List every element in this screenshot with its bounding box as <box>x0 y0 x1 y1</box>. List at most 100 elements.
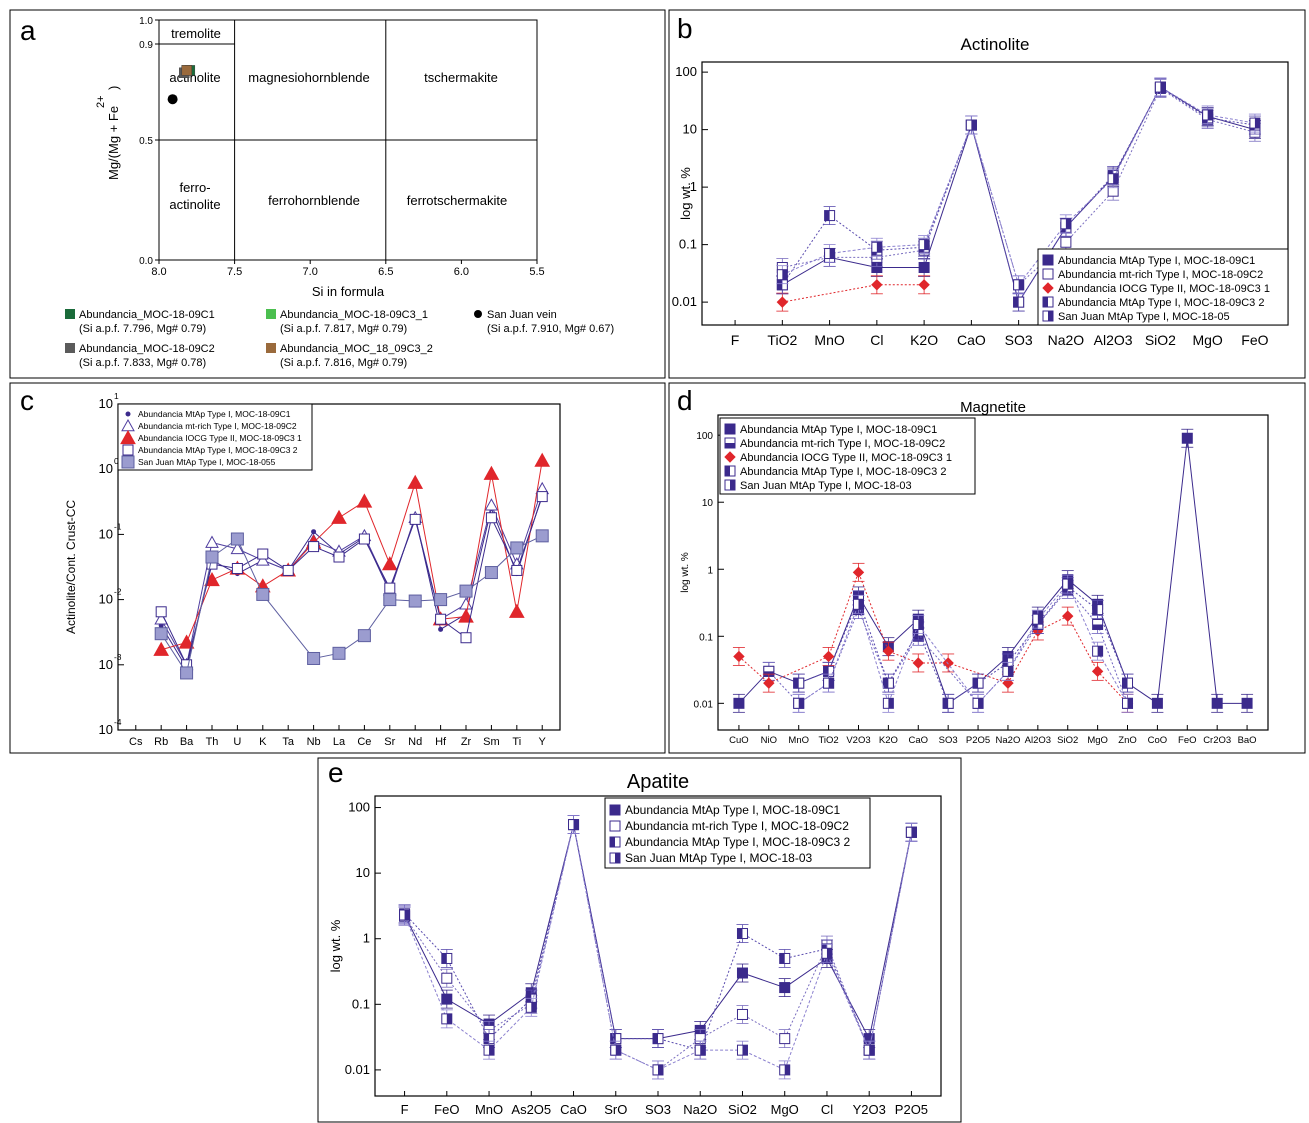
data-point-4 <box>1249 117 1261 129</box>
data-point-0 <box>736 967 748 979</box>
panel-a-classification-diagram: 8.0 7.5 7.0 6.5 6.0 5.5 0.0 0.5 0.9 1.0 Si in form… <box>65 16 614 369</box>
legend-marker <box>1042 268 1054 280</box>
data-point-4-fill <box>782 269 788 280</box>
field-name: ferro- <box>179 180 210 195</box>
legend-box <box>719 417 976 495</box>
data-point-3 <box>441 1013 453 1025</box>
data-point-3 <box>863 1044 875 1056</box>
data-point-1 <box>484 498 499 511</box>
x-category-label: MnO <box>788 735 809 746</box>
x-category-label: Cl <box>821 1102 833 1117</box>
data-point-3 <box>1092 604 1104 616</box>
data-point-3 <box>1013 296 1025 308</box>
panel-e-apatite-chart: Apatite 100 10 1 0.1 0.01 F FeO MnO As2O5 CaO SrO SO… <box>328 771 942 1117</box>
data-point-4 <box>1032 613 1044 625</box>
data-point-3-fill <box>883 678 889 689</box>
field-name: ferrotschermakite <box>407 193 507 208</box>
y-tick-label: 10 <box>99 657 113 672</box>
data-point-4 <box>824 248 836 260</box>
series-line-3 <box>160 496 543 667</box>
data-point-4 <box>1107 173 1119 185</box>
data-point-0 <box>918 262 930 274</box>
x-category-label: P2O5 <box>895 1102 928 1117</box>
data-point-4 <box>1060 218 1072 230</box>
x-category-label: MgO <box>1192 332 1222 348</box>
data-point-3 <box>282 564 294 576</box>
data-point-2-fill <box>484 1033 490 1044</box>
data-point-2 <box>167 94 178 105</box>
x-category-label: Cs <box>129 736 143 748</box>
data-point-2-fill <box>779 953 785 964</box>
y-tick-label: 100 <box>348 800 370 815</box>
data-point-2 <box>441 952 453 964</box>
y-axis-label-main: Mg/(Mg + Fe <box>106 106 121 180</box>
x-category-label: MnO <box>475 1102 503 1117</box>
data-point-0 <box>1241 697 1253 709</box>
data-point-4-fill <box>888 698 894 709</box>
x-category-label: NiO <box>761 735 777 746</box>
y-tick-label: 10 <box>356 865 370 880</box>
y-tick-label: 10 <box>99 722 113 737</box>
x-category-label: SiO2 <box>728 1102 757 1117</box>
x-category-label: CoO <box>1148 735 1168 746</box>
y-axis-label: Mg/(Mg + Fe2+) <box>95 86 121 180</box>
legend-marker <box>125 411 131 417</box>
data-point-3-fill <box>784 1064 790 1075</box>
data-point-3 <box>882 677 894 689</box>
x-category-label: TiO2 <box>767 332 797 348</box>
legend-entry: Abundancia IOCG Type II, MOC-18-09C3 1 <box>1058 283 1270 295</box>
x-category-label: MgO <box>1087 735 1108 746</box>
data-point-4-fill <box>828 678 834 689</box>
data-point-3 <box>610 1044 622 1056</box>
data-point-3-fill <box>943 698 949 709</box>
data-point-3-fill <box>973 678 979 689</box>
legend-marker <box>724 451 736 463</box>
x-category-label: BaO <box>1238 735 1257 746</box>
data-point-4-fill <box>971 120 977 131</box>
x-category-label: Ta <box>282 736 295 748</box>
y-axis-label: log wt. % <box>678 167 693 220</box>
y-tick-label: 0.1 <box>352 996 370 1011</box>
data-point-4-fill <box>798 698 804 709</box>
data-point-0 <box>438 626 444 632</box>
legend-box <box>604 797 871 869</box>
field-name: tremolite <box>171 26 221 41</box>
y-tick-label: 0.01 <box>694 699 714 710</box>
legend-note: (Si a.p.f. 7.796, Mg# 0.79) <box>79 323 206 335</box>
legend-marker <box>474 310 482 318</box>
data-point-2 <box>763 677 775 689</box>
data-point-3-fill <box>489 1045 495 1056</box>
data-point-2 <box>871 279 883 291</box>
y-tick-label: 0.5 <box>139 136 153 147</box>
y-tick-label: 1 <box>690 179 697 194</box>
legend-entry: San Juan MtAp Type I, MOC-18-03 <box>625 851 813 865</box>
y-axis-label-group: log wt. % <box>678 167 693 220</box>
data-point-2-fill <box>737 928 743 939</box>
x-category-label: SiO2 <box>1057 735 1078 746</box>
legend-marker <box>1042 254 1054 266</box>
panel-d-frame <box>668 382 1306 754</box>
data-point-3-fill <box>824 210 830 221</box>
data-point-4-fill <box>978 698 984 709</box>
legend-entry: Abundancia mt-rich Type I, MOC-18-09C2 <box>138 421 297 431</box>
legend-marker <box>121 455 135 469</box>
series-line-0 <box>160 494 543 670</box>
legend-entry: Abundancia MtAp Type I, MOC-18-09C1 <box>625 803 841 817</box>
data-point-1 <box>230 541 245 555</box>
chart-title: Apatite <box>627 771 689 793</box>
x-category-label: F <box>731 332 740 348</box>
legend-marker-fill <box>725 443 735 448</box>
legend-marker <box>724 437 736 449</box>
data-point-3-fill <box>1092 604 1098 615</box>
field-name: ferrohornblende <box>268 193 360 208</box>
data-point-3 <box>536 491 548 503</box>
data-point-3 <box>435 613 447 625</box>
legend-entry: Abundancia MtAp Type I, MOC-18-09C1 <box>1058 255 1255 267</box>
data-point-4-fill <box>858 599 864 610</box>
legend-note: (Si a.p.f. 7.833, Mg# 0.78) <box>79 357 206 369</box>
x-category-label: MgO <box>771 1102 799 1117</box>
plot-area <box>717 414 1269 731</box>
data-point-3-fill <box>826 948 832 959</box>
data-point-3 <box>483 1044 495 1056</box>
